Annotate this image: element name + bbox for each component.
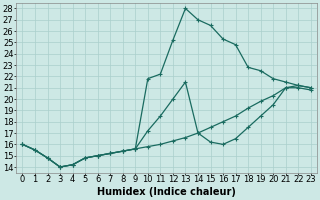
X-axis label: Humidex (Indice chaleur): Humidex (Indice chaleur) [97,187,236,197]
